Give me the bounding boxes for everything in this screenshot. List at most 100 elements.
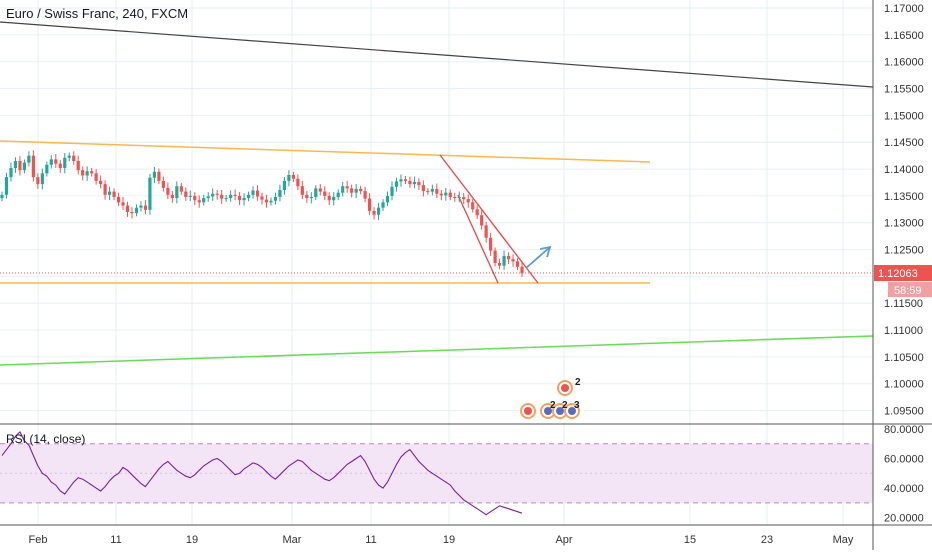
event-flag-dot — [561, 384, 569, 392]
event-flag-dot — [568, 407, 576, 415]
drawings-layer — [0, 21, 874, 366]
candle-body — [18, 161, 22, 171]
channel-upper — [439, 154, 539, 284]
y-tick-label: 1.13500 — [884, 191, 924, 203]
rsi-tick-label: 60.0000 — [884, 454, 924, 466]
candle-body — [444, 192, 448, 196]
candle-body — [166, 187, 170, 195]
event-count-label: 2 — [550, 400, 556, 411]
candle-body — [497, 262, 502, 266]
candle-body — [412, 181, 417, 185]
candle-body — [152, 171, 157, 178]
candle-body — [466, 199, 470, 203]
projection-arrow — [525, 247, 550, 269]
countdown-badge — [888, 282, 932, 298]
candle-body — [49, 159, 53, 165]
trendline-black — [0, 21, 874, 88]
rsi-title: RSI (14, close) — [6, 432, 86, 446]
chart-title: Euro / Swiss Franc, 240, FXCM — [6, 6, 189, 21]
candle-body — [287, 174, 291, 181]
channel-lower — [457, 194, 499, 284]
y-tick-label: 1.15500 — [884, 84, 924, 96]
candle-body — [233, 194, 237, 196]
candle-body — [9, 167, 13, 178]
candle-body — [408, 180, 412, 185]
candle-body — [502, 256, 506, 266]
y-tick-label: 1.13000 — [884, 218, 924, 230]
candle-body — [305, 194, 309, 199]
candle-body — [269, 200, 273, 203]
candle-body — [314, 188, 318, 197]
x-tick-label: Apr — [555, 534, 572, 546]
candle-body — [453, 196, 457, 199]
candle-body — [282, 180, 287, 190]
last-price-badge — [874, 265, 932, 282]
candle-body — [376, 207, 381, 215]
x-tick-label: 11 — [365, 534, 376, 546]
rsi-tick-label: 20.0000 — [884, 513, 924, 525]
candle-body — [143, 205, 148, 210]
x-tick-label: 11 — [110, 534, 121, 546]
candle-body — [278, 189, 282, 197]
trendline-orange-upper — [0, 140, 651, 163]
last-price-label: 1.12063 — [878, 268, 918, 280]
candle-body — [246, 194, 251, 199]
candle-body — [103, 184, 107, 195]
candle-body — [237, 195, 242, 201]
candle-body — [76, 161, 80, 171]
candle-body — [385, 195, 390, 203]
candle-body — [0, 194, 4, 199]
rsi-layer — [1, 430, 523, 516]
candle-body — [58, 163, 62, 168]
trendline-green — [0, 335, 874, 366]
candle-body — [399, 179, 403, 182]
candle-body — [273, 196, 278, 201]
y-tick-label: 1.12500 — [884, 245, 924, 257]
candle-body — [327, 195, 331, 201]
y-tick-label: 1.14500 — [884, 137, 924, 149]
candle-body — [341, 186, 345, 193]
candle-body — [116, 196, 121, 203]
candle-body — [390, 186, 394, 196]
rsi-tick-label: 80.0000 — [884, 424, 924, 436]
event-count-label: 2 — [575, 377, 581, 388]
candle-body — [22, 162, 27, 171]
y-tick-label: 1.11500 — [884, 298, 923, 310]
candle-body — [439, 193, 443, 196]
y-tick-label: 1.11000 — [884, 325, 923, 337]
candle-body — [224, 198, 228, 200]
candle-body — [197, 200, 201, 203]
candle-body — [31, 155, 35, 178]
y-tick-label: 1.17000 — [884, 3, 924, 15]
candle-body — [193, 195, 197, 201]
candle-body — [81, 170, 85, 176]
candle-body — [220, 194, 224, 199]
candle-body — [157, 171, 161, 181]
y-tick-label: 1.16500 — [884, 30, 924, 42]
candle-body — [107, 191, 112, 195]
candle-body — [215, 193, 219, 195]
event-flag-dot — [556, 407, 564, 415]
candle-body — [515, 261, 520, 267]
candle-body — [520, 266, 524, 274]
candle-body — [90, 171, 94, 174]
candle-body — [480, 215, 484, 226]
x-tick-label: 23 — [761, 534, 773, 546]
candle-body — [85, 171, 89, 176]
candle-body — [260, 196, 264, 200]
candle-body — [242, 198, 246, 201]
y-tick-label: 1.10500 — [884, 352, 924, 364]
event-count-label: 3 — [574, 400, 580, 411]
candle-body — [435, 188, 439, 194]
candle-body — [296, 178, 300, 187]
candle-body — [134, 207, 139, 214]
candle-body — [471, 202, 475, 210]
candle-body — [323, 191, 327, 196]
candle-body — [40, 173, 44, 185]
event-flag-dot — [524, 407, 532, 415]
rsi-line — [1, 430, 523, 516]
candle-body — [264, 199, 269, 203]
